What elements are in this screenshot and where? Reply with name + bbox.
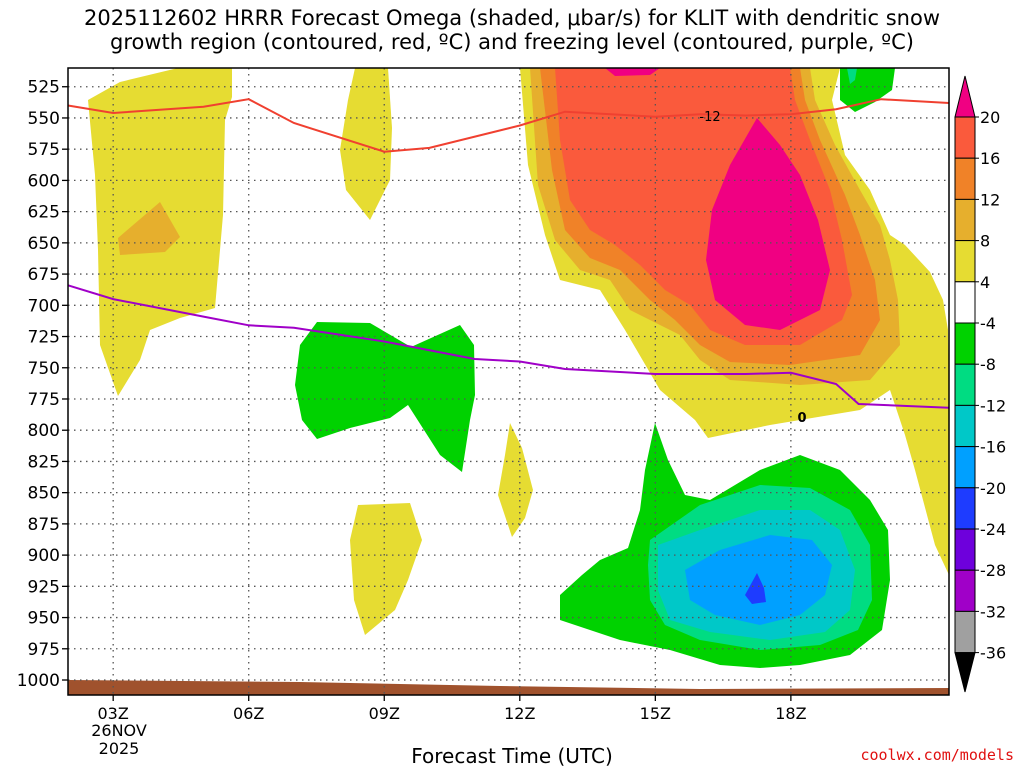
colorbar-bin-c_16 <box>954 116 976 159</box>
colorbar-bin-c_4 <box>954 240 976 283</box>
omega-region-pos20-top <box>605 68 660 76</box>
omega-region-pos4-lower <box>350 503 422 635</box>
x-tick-label-15Z: 15Z <box>640 704 671 723</box>
y-tick-label-975: 975 <box>28 640 60 660</box>
colorbar-label--24: -24 <box>980 520 1006 539</box>
y-tick-label-875: 875 <box>28 515 60 535</box>
colorbar-bin-c_8 <box>954 198 976 242</box>
y-tick-label-900: 900 <box>28 546 60 566</box>
freezing-contour-label: 0 <box>797 411 806 426</box>
colorbar-bin-c_12 <box>954 157 976 200</box>
colorbar-bin-c_m20 <box>954 487 976 530</box>
colorbar-label--28: -28 <box>980 561 1006 580</box>
omega-region-pos4-midtop <box>340 68 392 220</box>
y-tick-label-725: 725 <box>28 328 60 348</box>
credit-text: coolwx.com/models <box>860 746 1014 764</box>
x-axis: 03Z 06Z 09Z 12Z 15Z 18Z <box>98 695 807 723</box>
y-tick-label-550: 550 <box>28 109 60 129</box>
omega-region-pos8-west <box>118 202 180 255</box>
y-tick-label-525: 525 <box>28 78 60 98</box>
colorbar-top-arrow <box>954 75 976 118</box>
colorbar-label--16: -16 <box>980 438 1006 457</box>
y-tick-label-625: 625 <box>28 203 60 223</box>
y-tick-label-650: 650 <box>28 234 60 254</box>
colorbar-label--8: -8 <box>980 355 996 374</box>
colorbar-label-16: 16 <box>980 149 1000 168</box>
freezing-level-contour <box>67 284 950 409</box>
colorbar-label--36: -36 <box>980 644 1006 663</box>
colorbar-label--20: -20 <box>980 479 1006 498</box>
omega-region-pos4-thin <box>498 423 533 537</box>
colorbar-label--12: -12 <box>980 396 1006 415</box>
colorbar-bin-c_m36 <box>954 281 976 324</box>
y-tick-label-675: 675 <box>28 265 60 285</box>
omega-region-neg4-mid <box>295 322 475 472</box>
colorbar-bin-c_m12 <box>954 404 976 448</box>
omega-region-neg8-topright <box>847 68 857 84</box>
x-tick-label-12Z: 12Z <box>504 704 535 723</box>
date-label-year: 2025 <box>99 739 140 758</box>
colorbar-label-12: 12 <box>980 190 1000 209</box>
date-label-day: 26NOV <box>91 721 147 740</box>
omega-region-neg20-lower <box>745 573 766 604</box>
y-tick-label-775: 775 <box>28 390 60 410</box>
y-tick-label-800: 800 <box>28 421 60 441</box>
colorbar-bin-c_m4 <box>954 322 976 365</box>
ground-surface <box>68 680 949 695</box>
chart-title: 2025112602 HRRR Forecast Omega (shaded, … <box>0 6 1024 54</box>
y-tick-label-750: 750 <box>28 359 60 379</box>
plot-frame <box>67 67 950 696</box>
y-axis: 525 550 575 600 625 650 675 700 725 750 775 800 825 8… <box>17 78 68 691</box>
colorbar: 20 16 12 8 4 -4 -8 -12 -16 -20 -24 -28 -32 -36 <box>954 75 1006 693</box>
y-tick-label-575: 575 <box>28 140 60 160</box>
dgz-minus12-contour <box>67 98 950 153</box>
y-tick-label-700: 700 <box>28 296 60 316</box>
dgz-contour-label: -12 <box>699 110 720 125</box>
colorbar-bottom-arrow <box>954 652 976 693</box>
colorbar-label-20: 20 <box>980 108 1000 127</box>
colorbar-bin-c_m8 <box>954 363 976 406</box>
colorbar-bin-c_m24 <box>954 528 976 571</box>
y-tick-label-925: 925 <box>28 577 60 597</box>
grid-lines <box>68 68 949 695</box>
title-line-1: 2025112602 HRRR Forecast Omega (shaded, … <box>83 6 941 30</box>
omega-region-pos20-main <box>706 118 830 330</box>
y-tick-label-850: 850 <box>28 484 60 504</box>
title-line-2: growth region (contoured, red, ºC) and f… <box>110 30 914 54</box>
colorbar-bin-c_m16 <box>954 446 976 489</box>
x-tick-label-03Z: 03Z <box>98 704 129 723</box>
colorbar-bin-c_m28 <box>954 569 976 612</box>
x-axis-title: Forecast Time (UTC) <box>411 744 613 768</box>
colorbar-label-8: 8 <box>980 232 990 251</box>
colorbar-bin-c_m32 <box>954 610 976 654</box>
colorbar-label--32: -32 <box>980 602 1006 621</box>
colorbar-label-4: 4 <box>980 273 990 292</box>
x-tick-label-18Z: 18Z <box>775 704 806 723</box>
y-tick-label-600: 600 <box>28 171 60 191</box>
y-tick-label-825: 825 <box>28 452 60 472</box>
x-tick-label-06Z: 06Z <box>233 704 264 723</box>
x-tick-label-09Z: 09Z <box>369 704 400 723</box>
y-tick-label-950: 950 <box>28 609 60 629</box>
colorbar-label--4: -4 <box>980 314 996 333</box>
y-tick-label-1000: 1000 <box>17 671 60 691</box>
